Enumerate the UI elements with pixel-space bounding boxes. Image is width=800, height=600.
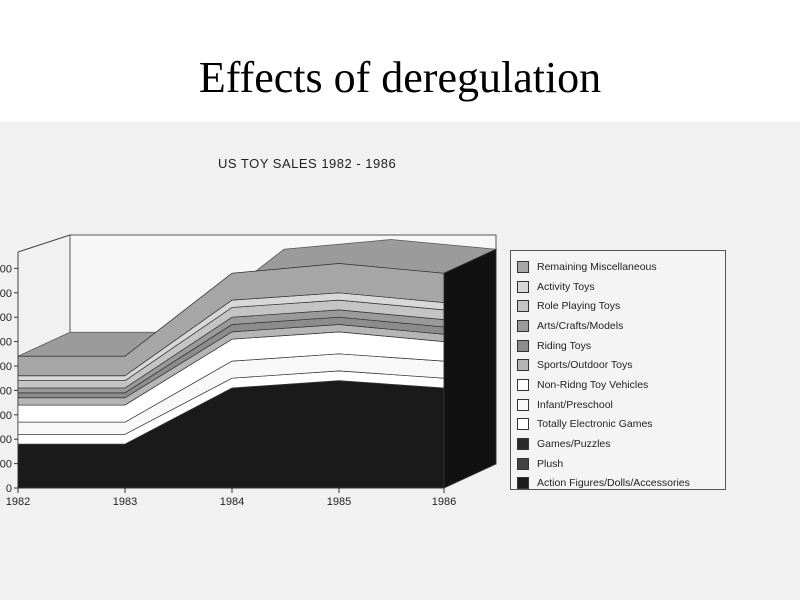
legend-label: Arts/Crafts/Models (537, 319, 624, 332)
legend-item: Role Playing Toys (517, 296, 719, 316)
y-tick-label: 00 (0, 288, 12, 300)
x-tick-label: 1986 (432, 496, 456, 508)
legend-swatch (517, 438, 529, 451)
y-tick-label: 00 (0, 263, 12, 275)
slide-title: Effects of deregulation (198, 53, 602, 102)
legend: Remaining Miscellaneous Activity Toys Role… (510, 250, 726, 490)
legend-label: Remaining Miscellaneous (537, 260, 657, 273)
legend-item: Riding Toys (517, 336, 719, 356)
y-tick-label: 00 (0, 459, 12, 471)
legend-label: Sports/Outdoor Toys (537, 359, 633, 372)
legend-swatch (517, 378, 529, 391)
y-tick-label: 0 (6, 483, 12, 495)
chart-title: US TOY SALES 1982 - 1986 (218, 156, 397, 171)
legend-swatch (517, 457, 529, 470)
legend-label: Plush (537, 457, 564, 470)
legend-label: Infant/Preschool (537, 398, 613, 411)
y-tick-label: 00 (0, 434, 12, 446)
legend-label: Riding Toys (537, 339, 592, 352)
chart-image: 1982 1983 1984 1985 1986 00 00 00 00 00 00 00 00 00 0 … (0, 122, 800, 600)
legend-label: Non-Ridng Toy Vehicles (537, 378, 649, 391)
legend-item: Infant/Preschool (517, 395, 719, 415)
y-axis-depth-line (17, 234, 71, 253)
y-tick-label: 00 (0, 312, 12, 324)
legend-item: Remaining Miscellaneous (517, 257, 719, 277)
legend-label: Totally Electronic Games (537, 418, 653, 431)
legend-swatch (517, 359, 529, 372)
legend-label: Action Figures/Dolls/Accessories (537, 477, 690, 490)
legend-item: Plush (517, 454, 719, 474)
legend-swatch (517, 300, 529, 313)
y-tick-label: 00 (0, 385, 12, 397)
x-tick-label: 1982 (6, 496, 30, 508)
legend-swatch (517, 398, 529, 411)
y-tick-label: 00 (0, 361, 12, 373)
x-tick-label: 1984 (220, 496, 244, 508)
legend-swatch (517, 319, 529, 332)
legend-item: Totally Electronic Games (517, 415, 719, 435)
x-tick-label: 1983 (113, 496, 137, 508)
x-tick-label: 1985 (327, 496, 351, 508)
legend-swatch (517, 418, 529, 431)
legend-swatch (517, 280, 529, 293)
y-tick-label: 00 (0, 337, 12, 349)
legend-label: Games/Puzzles (537, 438, 611, 451)
y-tick-label: 00 (0, 410, 12, 422)
legend-item: Sports/Outdoor Toys (517, 355, 719, 375)
legend-label: Role Playing Toys (537, 300, 621, 313)
chart-side-face (443, 248, 497, 489)
legend-item: Activity Toys (517, 277, 719, 297)
legend-swatch (517, 260, 529, 273)
legend-swatch (517, 477, 529, 490)
legend-item: Games/Puzzles (517, 434, 719, 454)
legend-label: Activity Toys (537, 280, 595, 293)
legend-swatch (517, 339, 529, 352)
legend-item: Arts/Crafts/Models (517, 316, 719, 336)
legend-item: Action Figures/Dolls/Accessories (517, 474, 719, 494)
legend-item: Non-Ridng Toy Vehicles (517, 375, 719, 395)
